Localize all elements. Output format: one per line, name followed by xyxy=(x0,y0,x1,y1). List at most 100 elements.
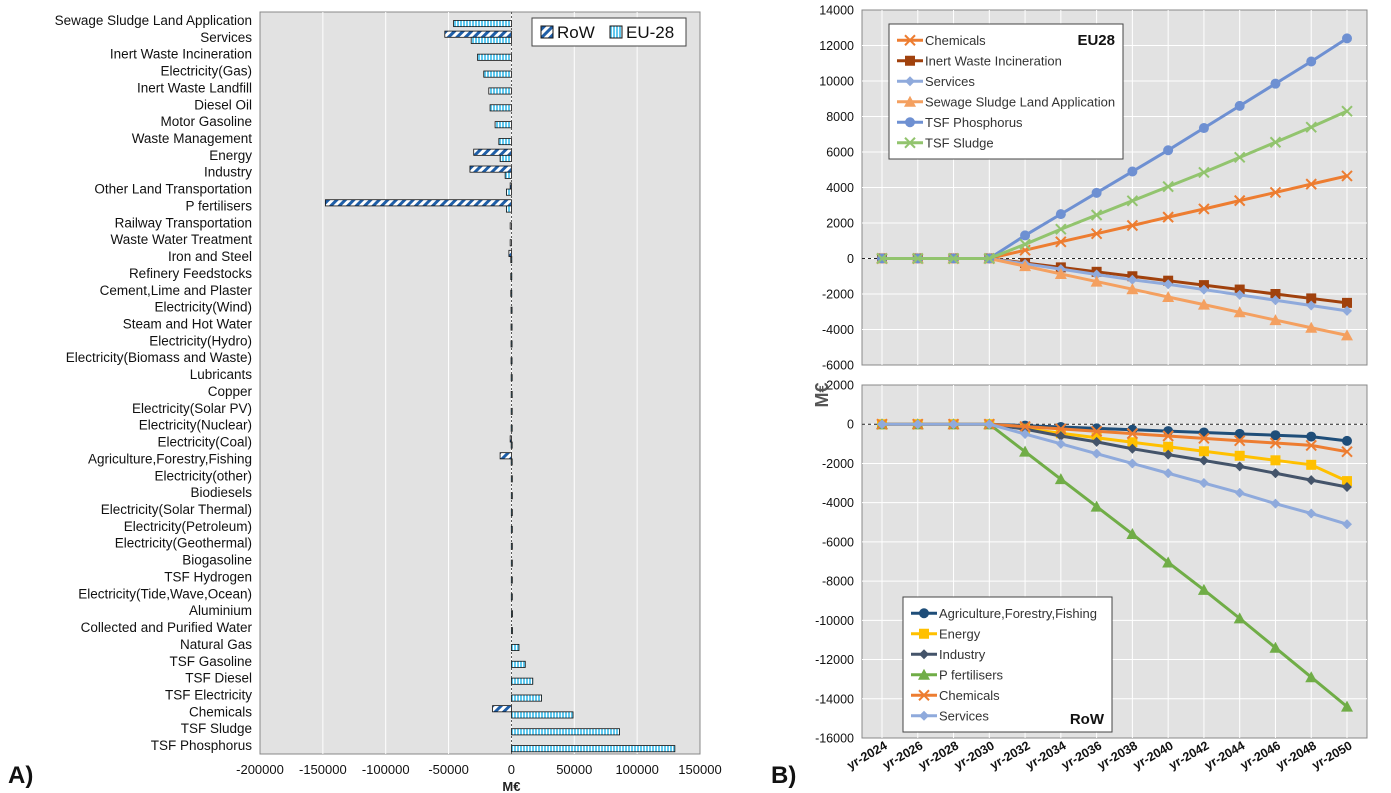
point-agriculture-forestry-fishing xyxy=(1234,428,1245,439)
bar-eu-28-waste-water-treatment xyxy=(509,239,512,247)
point-tsf-phosphorus xyxy=(1127,166,1138,177)
y-tick-label: -2000 xyxy=(822,288,854,302)
point-industry xyxy=(1198,455,1209,466)
point-tsf-sludge xyxy=(983,252,996,265)
y-tick-label: 4000 xyxy=(826,181,854,195)
point-services xyxy=(1270,498,1281,509)
category-label-refinery-feedstocks: Refinery Feedstocks xyxy=(129,266,252,281)
point-industry xyxy=(1342,481,1352,492)
y-tick-label: 12000 xyxy=(819,39,854,53)
point-sewage-sludge-land-application xyxy=(1197,298,1210,310)
category-label-tsf-electricity: TSF Electricity xyxy=(165,687,252,702)
x-tick-label: yr-2036 xyxy=(1059,738,1104,772)
point-chemicals xyxy=(1126,219,1139,232)
category-label-p-fertilisers: P fertilisers xyxy=(185,198,252,213)
x-tick-label: yr-2028 xyxy=(916,738,961,772)
category-label-electricity-solar-pv: Electricity(Solar PV) xyxy=(132,401,252,416)
category-label-collected-and-purified-water: Collected and Purified Water xyxy=(81,620,253,635)
legend-label-p-fertilisers: P fertilisers xyxy=(939,667,1004,682)
point-chemicals xyxy=(1055,423,1067,435)
category-label-tsf-gasoline: TSF Gasoline xyxy=(169,654,252,669)
legend-marker-sewage-sludge-land-application xyxy=(904,95,916,107)
point-services xyxy=(1234,487,1245,498)
point-chemicals xyxy=(1162,211,1174,223)
point-energy xyxy=(1306,459,1317,470)
legend-marker-services xyxy=(919,710,929,721)
panel-b-line-charts: -6000 -4000 -2000 0 2000 4000 6000 8000 10000 120… xyxy=(812,4,1368,772)
point-tsf-phosphorus xyxy=(1163,145,1174,156)
legend-label-inert-waste-incineration: Inert Waste Incineration xyxy=(925,53,1062,68)
bar-eu-28-waste-management xyxy=(498,138,512,146)
panel-a-x-tick-label: -150000 xyxy=(299,762,347,777)
series-line-services xyxy=(882,422,1348,526)
panel-a-bar-chart: Sewage Sludge Land Application Services In… xyxy=(55,11,722,793)
category-label-electricity-nuclear: Electricity(Nuclear) xyxy=(139,418,252,433)
point-tsf-phosphorus xyxy=(1342,33,1352,44)
point-services xyxy=(1127,274,1138,285)
y-tick-label: -6000 xyxy=(822,535,854,549)
x-tick-label: yr-2044 xyxy=(1202,738,1247,772)
point-services xyxy=(1342,305,1352,316)
bar-eu-28-collected-and-purified-water xyxy=(511,627,513,635)
point-chemicals xyxy=(1162,430,1174,442)
bar-eu-28-energy xyxy=(499,154,512,162)
y-tick-label: 0 xyxy=(847,418,854,432)
point-sewage-sludge-land-application xyxy=(1341,329,1353,341)
legend-marker-tsf-sludge xyxy=(904,137,916,149)
panel-a-x-tick-label: 50000 xyxy=(556,762,592,777)
panel-a-x-tick-label: -200000 xyxy=(236,762,284,777)
panel-a-x-axis-label: M€ xyxy=(502,779,520,793)
category-label-electricity-petroleum: Electricity(Petroleum) xyxy=(124,519,252,534)
y-tick-label: -14000 xyxy=(815,692,854,706)
panel-label-b: B) xyxy=(771,762,796,789)
point-agriculture-forestry-fishing xyxy=(1270,430,1281,441)
point-chemicals xyxy=(1305,178,1317,190)
point-tsf-sludge xyxy=(1305,121,1317,133)
category-label-sewage-sludge-land-application: Sewage Sludge Land Application xyxy=(55,13,252,28)
category-label-chemicals: Chemicals xyxy=(189,704,252,719)
bar-eu-28-motor-gasoline xyxy=(494,121,512,129)
point-chemicals xyxy=(1198,203,1210,215)
point-services xyxy=(1234,289,1245,300)
panel-label-a: A) xyxy=(8,762,33,789)
point-sewage-sludge-land-application xyxy=(1126,283,1139,295)
point-sewage-sludge-land-application xyxy=(1233,306,1246,318)
panel-a-x-tick-label: -100000 xyxy=(362,762,410,777)
y-tick-label: 6000 xyxy=(826,146,854,160)
point-tsf-phosphorus xyxy=(1306,56,1317,67)
bar-eu-28-chemicals xyxy=(511,711,574,719)
legend-marker-tsf-phosphorus xyxy=(905,117,915,128)
bar-eu-28-steam-and-hot-water xyxy=(510,323,513,331)
point-services xyxy=(877,419,887,430)
point-services xyxy=(1198,478,1209,489)
legend-marker-p-fertilisers xyxy=(918,668,930,680)
point-chemicals xyxy=(1198,432,1210,445)
category-label-lubricants: Lubricants xyxy=(190,367,253,382)
point-energy xyxy=(1163,441,1174,452)
bar-eu-28-natural-gas xyxy=(511,643,520,651)
point-tsf-phosphorus xyxy=(1020,230,1031,241)
category-label-inert-waste-landfill: Inert Waste Landfill xyxy=(137,80,252,95)
point-services xyxy=(948,419,959,430)
point-inert-waste-incineration xyxy=(1342,297,1352,308)
point-tsf-sludge xyxy=(1233,151,1246,164)
legend-label-services: Services xyxy=(925,74,975,89)
point-chemicals xyxy=(1233,434,1246,447)
category-label-tsf-sludge: TSF Sludge xyxy=(181,721,252,736)
point-services xyxy=(1020,429,1031,440)
x-tick-label: yr-2042 xyxy=(1166,738,1211,772)
point-services xyxy=(1306,300,1317,311)
point-chemicals xyxy=(1341,170,1353,182)
series-line-tsf-sludge xyxy=(882,109,1348,260)
point-services xyxy=(1055,438,1066,449)
category-label-copper: Copper xyxy=(208,384,253,399)
legend-label-row: RoW xyxy=(557,23,595,42)
category-label-electricity-gas: Electricity(Gas) xyxy=(160,64,252,79)
point-chemicals xyxy=(1269,186,1282,199)
legend-marker-services xyxy=(905,76,915,87)
point-tsf-phosphorus xyxy=(1198,123,1209,134)
bar-eu-28-tsf-diesel xyxy=(511,677,534,685)
bar-eu-28-tsf-gasoline xyxy=(511,660,526,668)
point-p-fertilisers xyxy=(1162,556,1175,568)
category-label-biogasoline: Biogasoline xyxy=(182,553,252,568)
